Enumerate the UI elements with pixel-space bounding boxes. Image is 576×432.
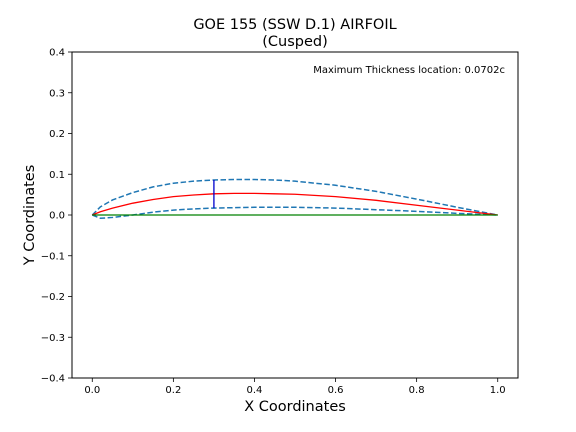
x-tick-label: 0.8 bbox=[409, 385, 425, 396]
series-layer bbox=[91, 178, 498, 220]
y-tick-label: 0.0 bbox=[49, 211, 65, 222]
y-tick-label: −0.1 bbox=[41, 251, 65, 262]
max-thickness-annotation: Maximum Thickness location: 0.0702c bbox=[313, 65, 505, 76]
y-tick-label: 0.4 bbox=[49, 48, 65, 59]
y-tick-label: 0.3 bbox=[49, 88, 65, 99]
series-line-2 bbox=[92, 192, 498, 216]
y-tick-label: −0.2 bbox=[41, 292, 65, 303]
x-tick-label: 0.4 bbox=[247, 385, 263, 396]
y-tick-label: −0.3 bbox=[41, 333, 65, 344]
series-line-0 bbox=[91, 178, 498, 216]
y-tick-label: −0.4 bbox=[41, 374, 65, 385]
series-line-1 bbox=[91, 206, 498, 220]
y-tick-label: 0.1 bbox=[49, 170, 65, 181]
x-tick-label: 1.0 bbox=[490, 385, 506, 396]
x-tick-label: 0.6 bbox=[328, 385, 344, 396]
x-tick-label: 0.0 bbox=[84, 385, 100, 396]
x-tick-label: 0.2 bbox=[165, 385, 181, 396]
ticks-layer: 0.0 0.2 0.4 0.6 0.8 1.0 0.4 0.3 0.2 0.1 0.0 −0.1 −0.… bbox=[41, 48, 506, 397]
y-tick-label: 0.2 bbox=[49, 129, 65, 140]
chart-title: GOE 155 (SSW D.1) AIRFOIL bbox=[193, 17, 396, 33]
plot-frame bbox=[71, 51, 519, 379]
y-axis-label: Y Coordinates bbox=[22, 165, 38, 267]
x-axis-label: X Coordinates bbox=[244, 399, 346, 415]
chart-subtitle: (Cusped) bbox=[262, 34, 328, 50]
